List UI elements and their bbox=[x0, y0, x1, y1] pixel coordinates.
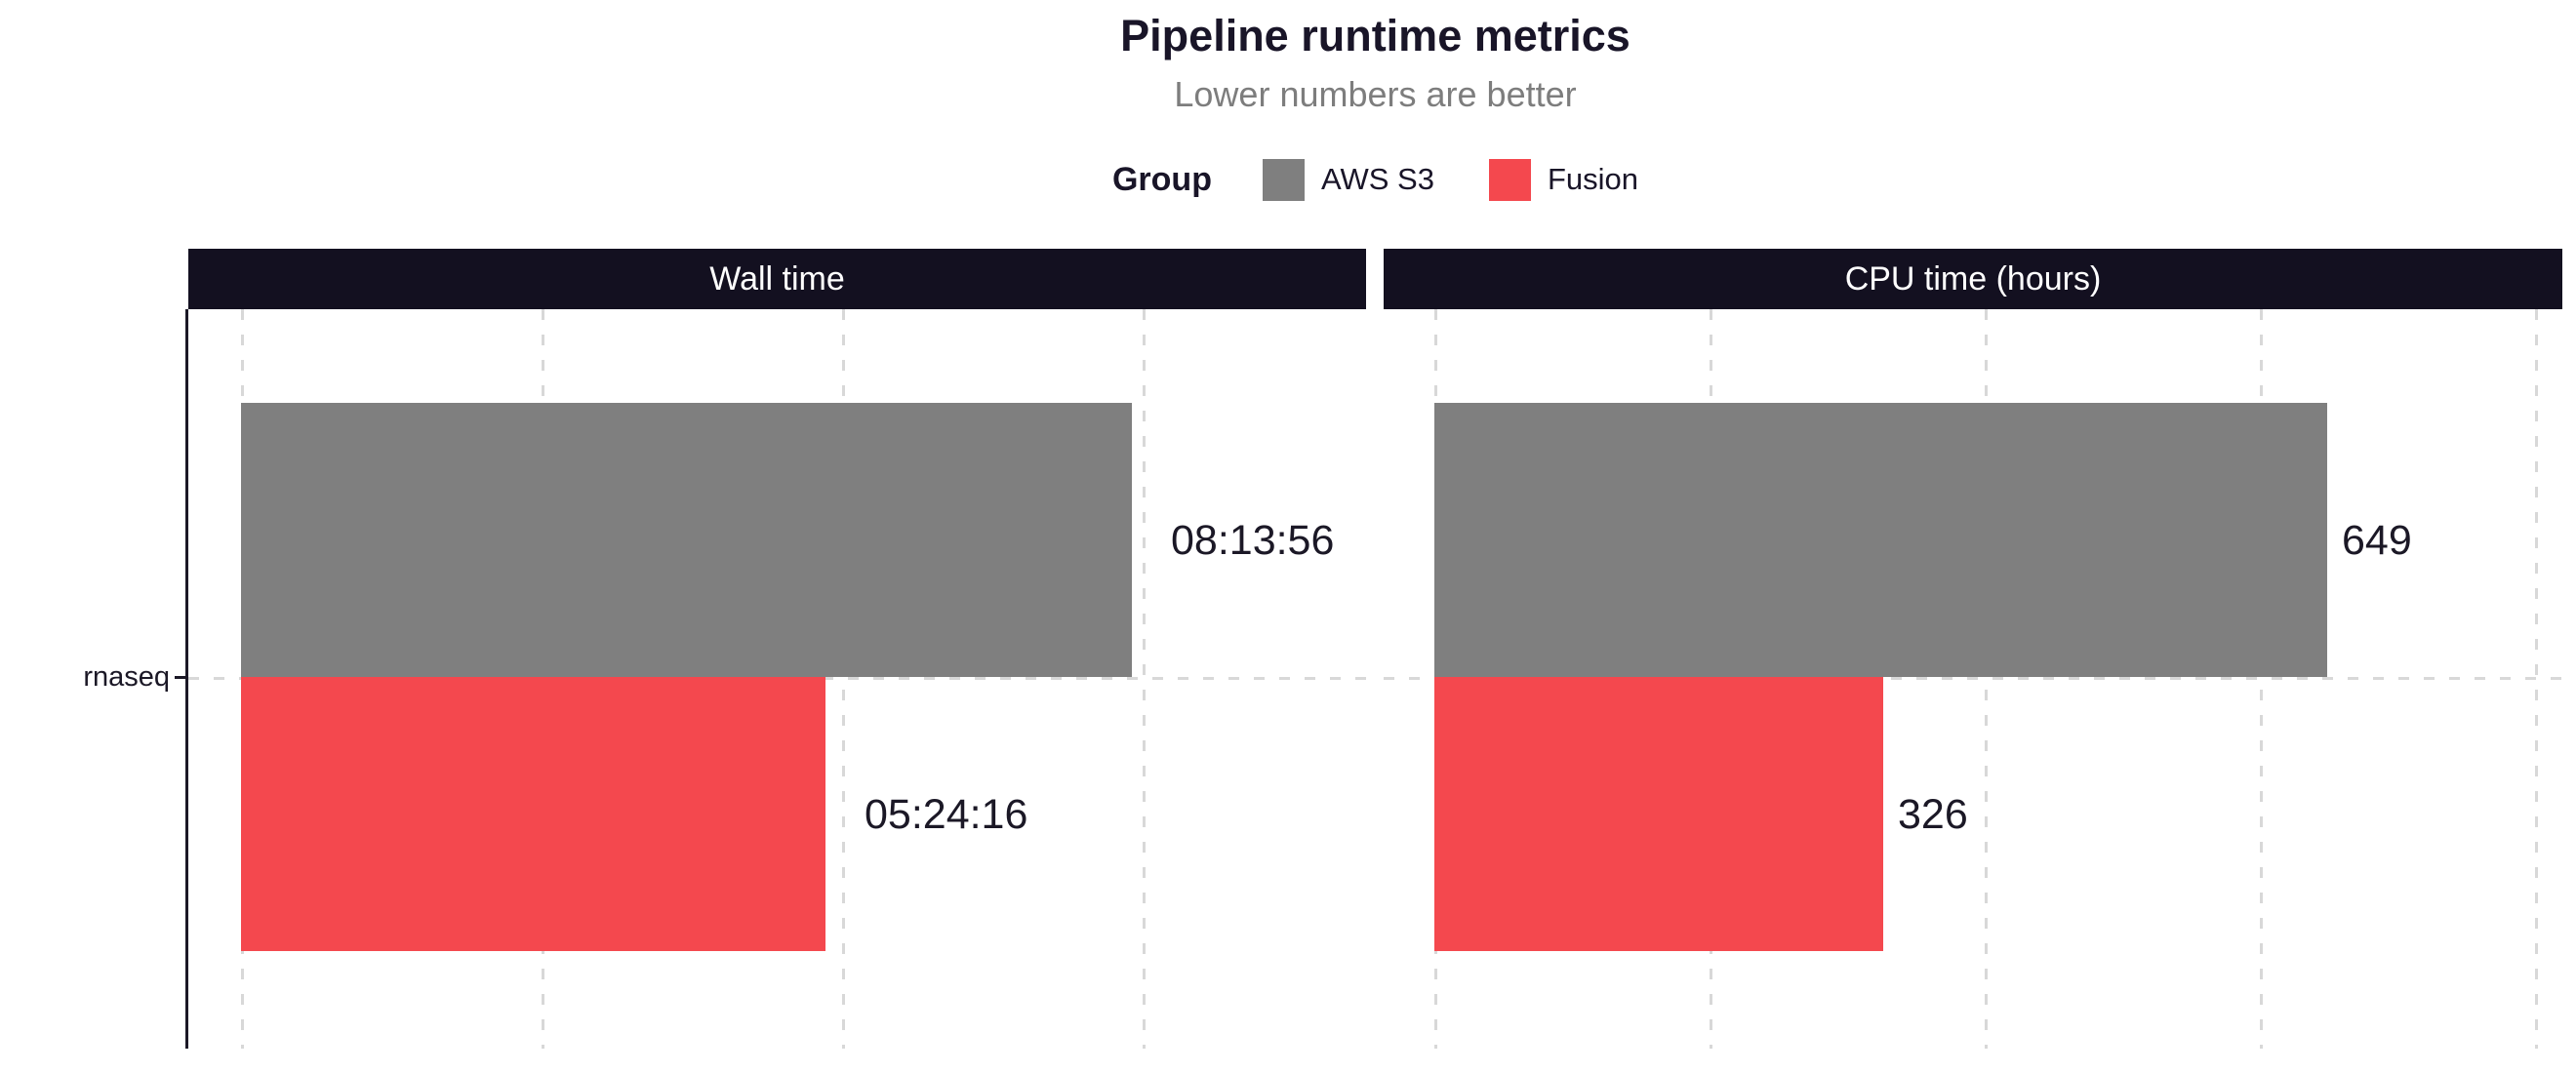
legend-title: Group bbox=[1111, 160, 1212, 198]
bar-value-label: 05:24:16 bbox=[865, 791, 1028, 838]
legend-swatch-icon bbox=[1262, 158, 1305, 201]
facet-label: Wall time bbox=[709, 259, 845, 298]
legend-swatch-icon bbox=[1488, 158, 1531, 201]
legend: Group AWS S3 Fusion bbox=[188, 154, 2562, 205]
legend-entry-aws-s3: AWS S3 bbox=[1262, 158, 1434, 201]
legend-entry-fusion: Fusion bbox=[1488, 158, 1639, 201]
facet-header: CPU time (hours) bbox=[1384, 249, 2562, 309]
chart-subtitle: Lower numbers are better bbox=[1174, 74, 1577, 114]
bar-aws-s3 bbox=[241, 403, 1132, 677]
y-axis-tick bbox=[175, 676, 188, 679]
title-block: Pipeline runtime metrics Lower numbers a… bbox=[188, 8, 2562, 117]
bar-fusion bbox=[1434, 677, 1883, 951]
chart-title: Pipeline runtime metrics bbox=[1120, 11, 1630, 60]
legend-entry-label: AWS S3 bbox=[1320, 162, 1434, 196]
gridline-horizontal bbox=[1384, 677, 2562, 680]
facet-header: Wall time bbox=[188, 249, 1366, 309]
facet-label: CPU time (hours) bbox=[1844, 259, 2102, 298]
y-axis-line bbox=[185, 309, 188, 1049]
bar-value-label: 649 bbox=[2342, 517, 2412, 564]
panel-plot-area: 649 326 bbox=[1384, 309, 2562, 1049]
bar-fusion bbox=[241, 677, 825, 951]
bar-value-label: 08:13:56 bbox=[1171, 517, 1335, 564]
bar-aws-s3 bbox=[1434, 403, 2327, 677]
panel-plot-area: 08:13:56 05:24:16 bbox=[188, 309, 1366, 1049]
y-axis-category-label: rnaseq bbox=[83, 661, 170, 693]
legend-entry-label: Fusion bbox=[1547, 162, 1639, 196]
bar-value-label: 326 bbox=[1898, 791, 1968, 838]
